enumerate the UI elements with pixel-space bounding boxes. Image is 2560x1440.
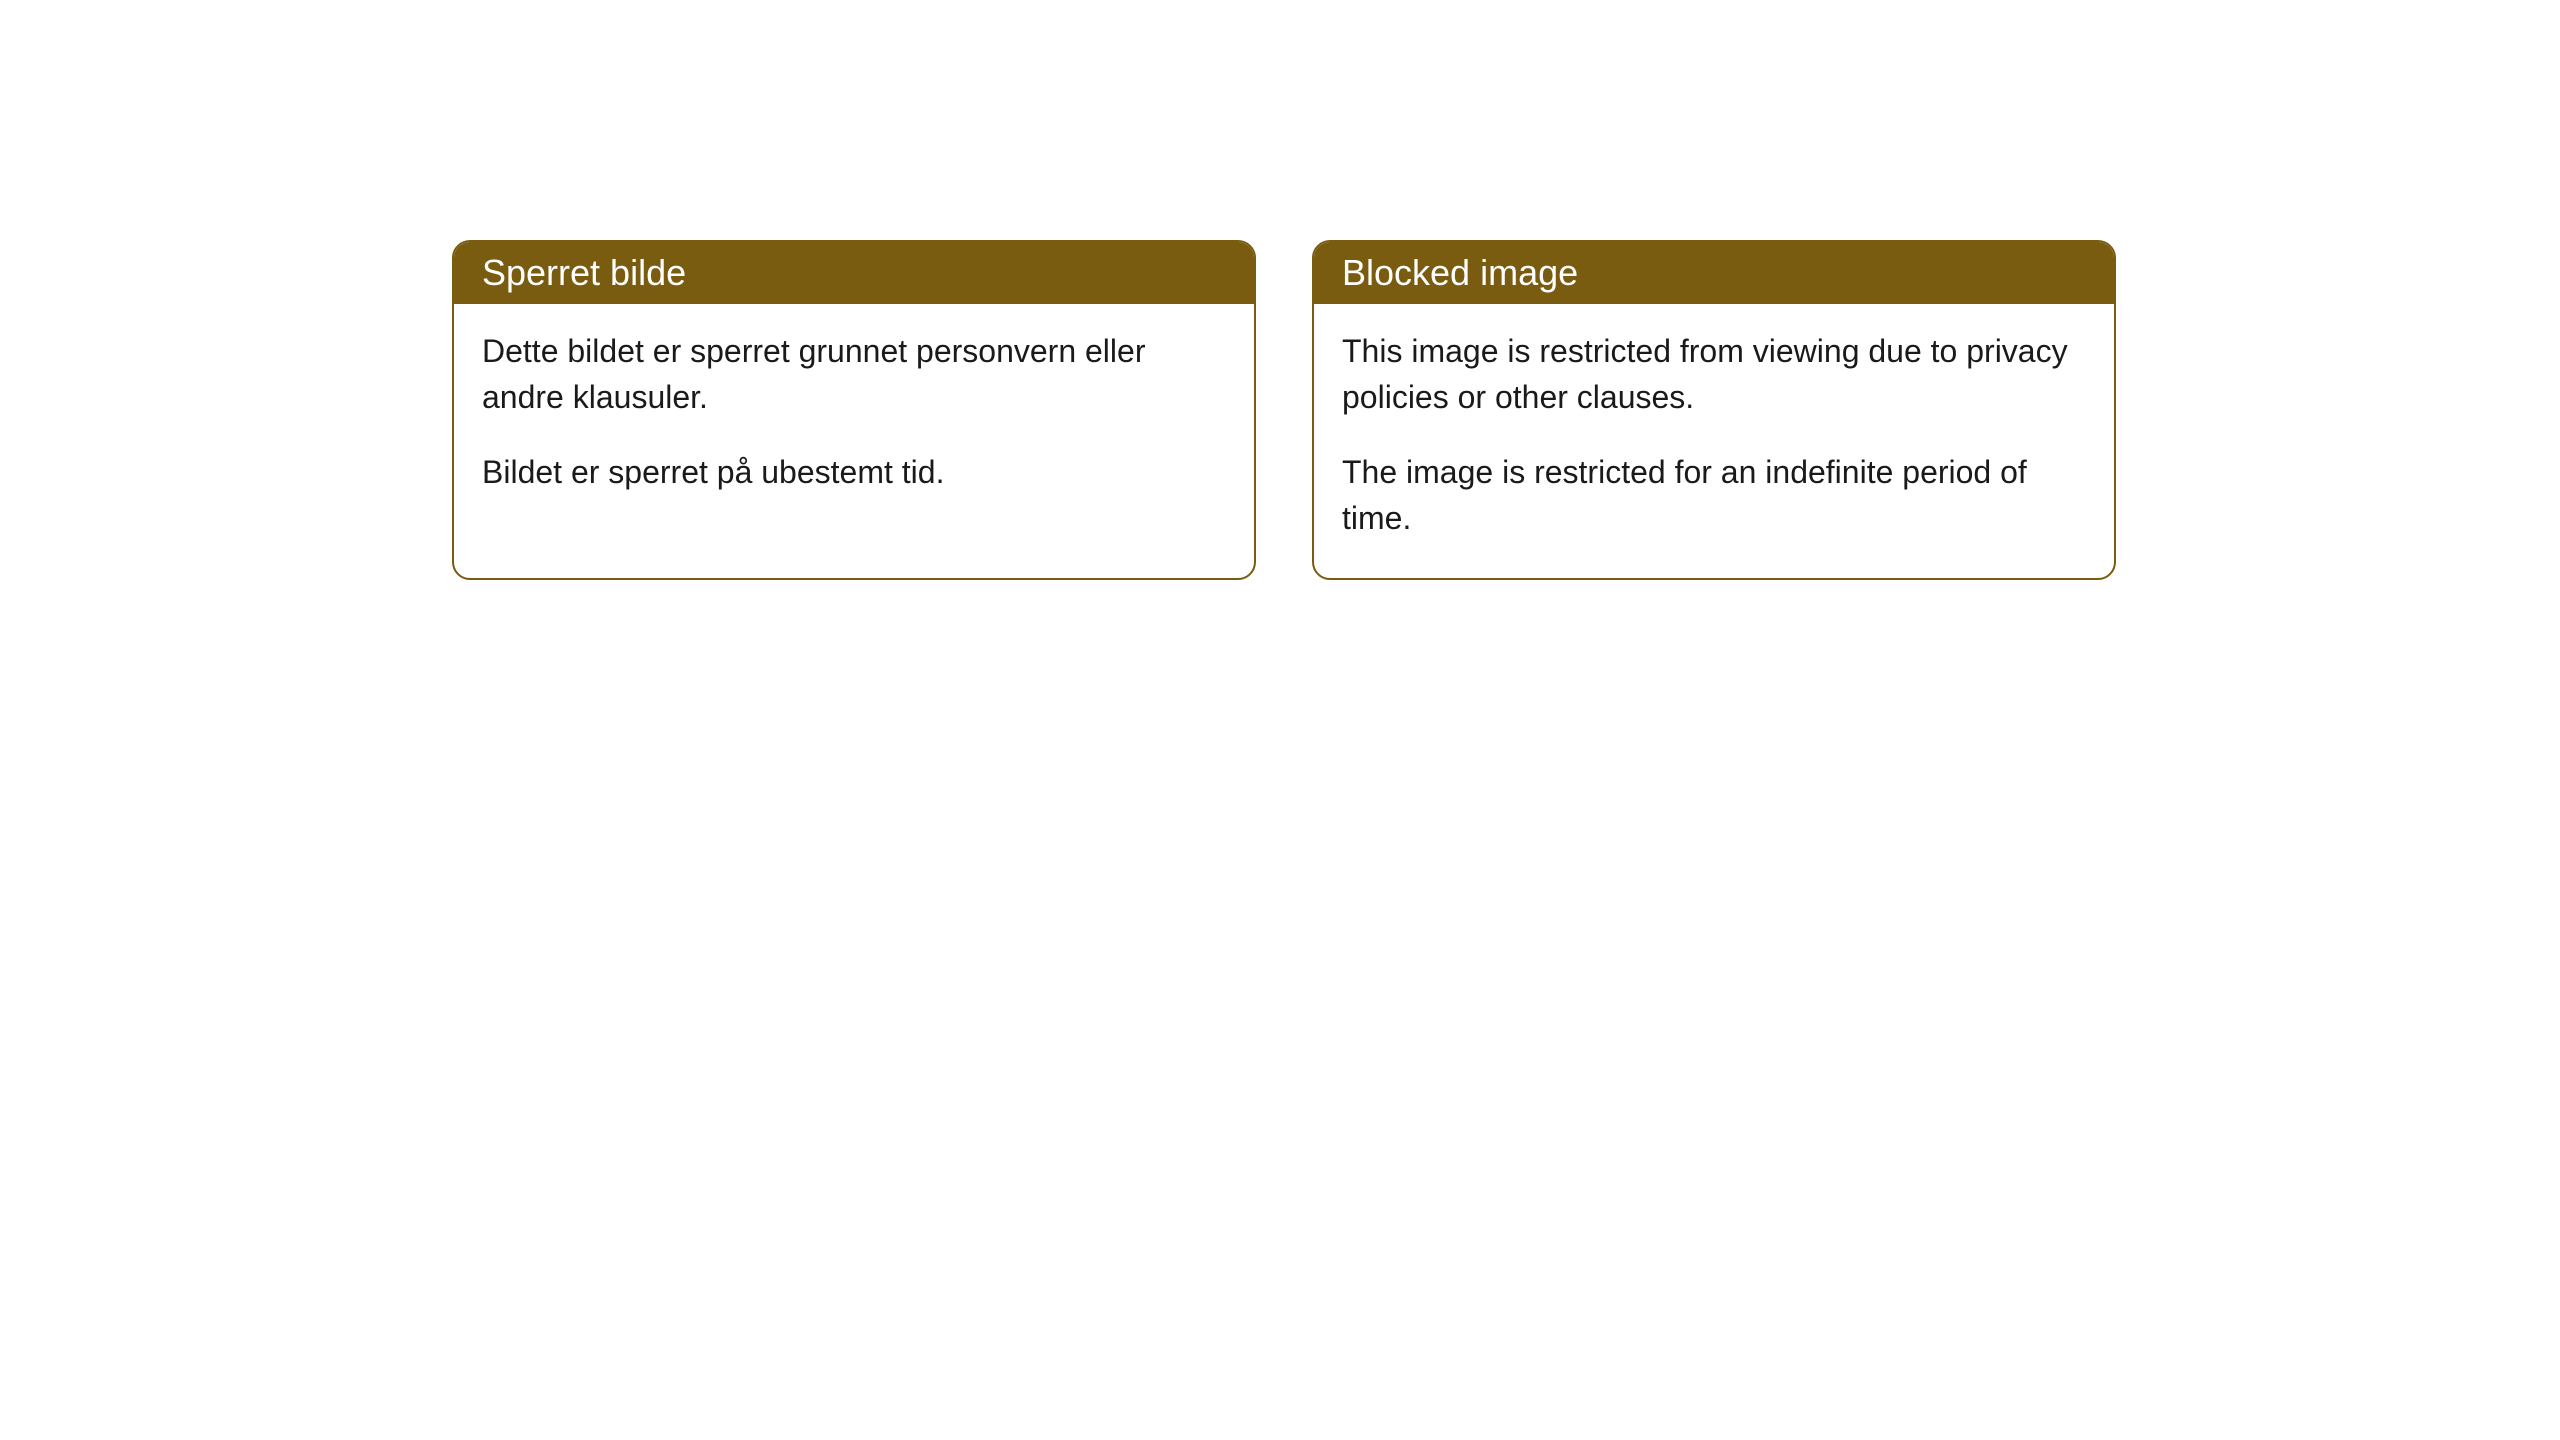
notice-card-english: Blocked image This image is restricted f… — [1312, 240, 2116, 580]
card-paragraph: The image is restricted for an indefinit… — [1342, 449, 2086, 542]
card-title: Sperret bilde — [482, 252, 686, 293]
card-paragraph: Bildet er sperret på ubestemt tid. — [482, 449, 1226, 495]
notice-cards-row: Sperret bilde Dette bildet er sperret gr… — [452, 240, 2116, 580]
card-paragraph: This image is restricted from viewing du… — [1342, 328, 2086, 421]
card-body: This image is restricted from viewing du… — [1314, 304, 2114, 578]
card-title: Blocked image — [1342, 252, 1578, 293]
card-paragraph: Dette bildet er sperret grunnet personve… — [482, 328, 1226, 421]
card-body: Dette bildet er sperret grunnet personve… — [454, 304, 1254, 531]
notice-card-norwegian: Sperret bilde Dette bildet er sperret gr… — [452, 240, 1256, 580]
card-header: Sperret bilde — [454, 242, 1254, 304]
card-header: Blocked image — [1314, 242, 2114, 304]
